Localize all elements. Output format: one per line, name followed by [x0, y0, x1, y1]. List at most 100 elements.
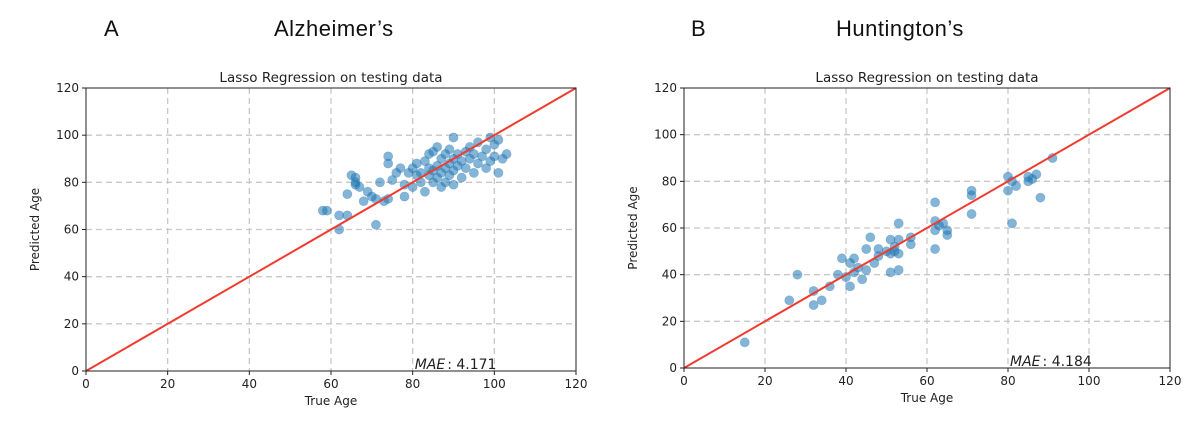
x-tick-label: 100: [483, 377, 506, 391]
mae-annotation: MAE: 4.184: [1010, 354, 1092, 370]
data-point: [930, 197, 940, 208]
y-tick-label: 60: [662, 221, 677, 235]
data-point: [358, 196, 369, 207]
data-point: [845, 281, 855, 292]
chart-title: Lasso Regression on testing data: [219, 70, 442, 86]
panel-a-heading: Alzheimer’s: [274, 16, 394, 41]
data-point: [893, 265, 904, 275]
x-axis-label: True Age: [900, 391, 954, 405]
data-point: [501, 149, 512, 159]
data-point: [837, 253, 847, 264]
data-point: [739, 337, 750, 348]
y-tick-label: 20: [662, 314, 677, 328]
data-point: [399, 191, 410, 202]
data-point: [322, 205, 332, 216]
data-point: [448, 179, 459, 190]
identity-line: [683, 87, 1171, 369]
data-point: [966, 209, 977, 219]
x-tick-label: 20: [160, 377, 175, 391]
scatter-charts: 0 20 40 60 80 100 120 0 20 40 60 80 100 120 Lasso Regr…: [28, 70, 1181, 408]
y-tick-label: 100: [56, 128, 79, 142]
data-point: [849, 253, 859, 264]
panel-a-letter: A: [104, 16, 119, 41]
data-point: [861, 244, 872, 254]
y-tick-label: 100: [654, 128, 677, 142]
data-point: [444, 144, 455, 155]
data-point: [489, 151, 500, 162]
data-point: [354, 182, 365, 192]
data-point: [477, 151, 487, 162]
data-point: [885, 267, 896, 278]
chart-title: Lasso Regression on testing data: [815, 70, 1038, 86]
data-point: [1035, 192, 1046, 203]
y-tick-label: 40: [662, 268, 677, 282]
panel-b-heading: Huntington’s: [836, 16, 964, 41]
y-tick-label: 0: [71, 364, 79, 378]
x-tick-label: 20: [757, 374, 772, 388]
x-tick-label: 80: [1000, 374, 1015, 388]
y-tick-label: 20: [64, 317, 79, 331]
data-point: [893, 248, 904, 259]
y-tick-label: 80: [662, 174, 677, 188]
data-point: [893, 218, 904, 229]
data-point: [857, 274, 868, 285]
x-tick-label: 0: [680, 374, 688, 388]
mae-annotation: MAE: 4.171: [415, 357, 497, 373]
mae-label: MAE: [1010, 354, 1041, 370]
identity-line: [85, 87, 577, 372]
data-point: [420, 186, 430, 197]
data-point: [395, 163, 406, 174]
data-point: [456, 172, 467, 183]
y-tick-label: 120: [654, 81, 677, 95]
data-point: [784, 295, 795, 306]
plot-frame: [85, 87, 577, 372]
data-point: [469, 149, 479, 159]
x-axis-label: True Age: [304, 394, 358, 408]
data-point: [493, 134, 504, 145]
data-point: [448, 132, 459, 143]
y-tick-label: 60: [64, 223, 79, 237]
data-point: [808, 300, 819, 310]
data-point: [816, 295, 827, 306]
plot-frame: [683, 87, 1171, 369]
y-tick-label: 40: [64, 270, 79, 284]
chart-b: 0 20 40 60 80 100 120 0 20 40 60 80 100 120 Lasso Regr…: [626, 70, 1181, 405]
data-point: [383, 158, 394, 169]
data-point: [1003, 185, 1013, 196]
data-point: [432, 142, 443, 152]
y-axis-label: Predicted Age: [626, 186, 640, 269]
data-point: [942, 230, 953, 240]
x-tick-label: 100: [1078, 374, 1101, 388]
chart-a: 0 20 40 60 80 100 120 0 20 40 60 80 100 120 Lasso Regr…: [28, 70, 587, 408]
data-point: [411, 158, 422, 169]
data-point: [342, 189, 353, 200]
mae-value: : 4.184: [1043, 354, 1092, 370]
data-point: [469, 168, 479, 178]
x-tick-label: 60: [919, 374, 934, 388]
data-point: [481, 144, 492, 155]
data-point: [375, 177, 385, 188]
data-point: [1011, 181, 1021, 191]
data-point: [966, 185, 977, 196]
data-point: [420, 156, 430, 167]
data-point: [1007, 218, 1017, 229]
y-tick-label: 120: [56, 81, 79, 95]
x-tick-label: 120: [565, 377, 588, 391]
y-tick-label: 80: [64, 175, 79, 189]
data-point: [493, 168, 504, 178]
data-point: [1031, 169, 1042, 180]
mae-label: MAE: [415, 357, 446, 373]
panel-b-letter: B: [691, 16, 706, 41]
data-point: [865, 232, 876, 243]
mae-value: : 4.171: [447, 357, 496, 373]
y-tick-label: 0: [669, 361, 677, 375]
x-tick-label: 120: [1159, 374, 1182, 388]
data-point: [334, 210, 345, 221]
data-point: [792, 269, 803, 280]
data-point: [481, 163, 492, 174]
data-point: [371, 219, 381, 230]
data-point: [861, 265, 872, 275]
x-tick-label: 80: [405, 377, 420, 391]
data-point: [930, 244, 940, 254]
y-axis-label: Predicted Age: [28, 188, 42, 271]
